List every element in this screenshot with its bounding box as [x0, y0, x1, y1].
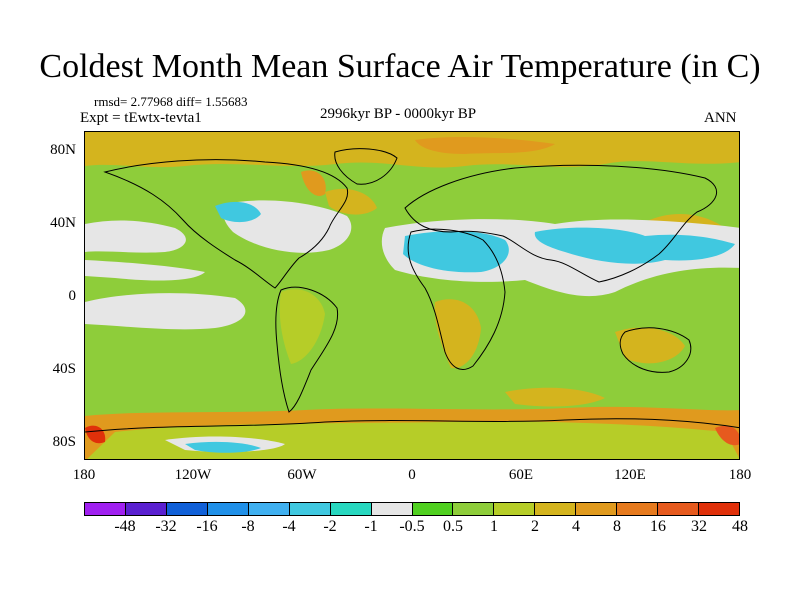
map-canvas — [85, 132, 739, 459]
australia-warm — [615, 327, 685, 364]
colorbar-swatch-5 — [289, 503, 331, 515]
colorbar-swatch-13 — [617, 503, 659, 515]
colorbar-swatch-8 — [412, 503, 454, 515]
colorbar-label-5: -2 — [323, 518, 337, 535]
coast-eurasia — [404, 164, 718, 283]
arctic-warm-region — [85, 132, 739, 168]
south-america-warm — [279, 289, 325, 364]
time-period-label: 2996kyr BP - 0000kyr BP — [320, 106, 477, 122]
south-pacific-warm — [505, 387, 605, 407]
africa-warm — [434, 299, 481, 369]
coast-antarctica — [85, 418, 739, 433]
coast-australia — [619, 327, 692, 373]
colorbar-label-14: 32 — [691, 518, 707, 535]
sahara-cyan-region — [403, 231, 509, 273]
colorbar — [84, 502, 740, 516]
lon-label-120e: 120E — [614, 467, 646, 483]
equatorial-pacific-cool — [85, 293, 246, 330]
colorbar-swatch-10 — [494, 503, 536, 515]
colorbar-label-1: -32 — [155, 518, 177, 535]
mid-atlantic-warm — [325, 188, 377, 215]
colorbar-swatch-14 — [658, 503, 700, 515]
lon-label-60w: 60W — [287, 467, 317, 483]
colorbar-swatch-3 — [207, 503, 249, 515]
lon-label-0: 0 — [408, 467, 416, 483]
colorbar-label-8: 0.5 — [443, 518, 463, 535]
coast-south-america — [275, 286, 339, 413]
colorbar-swatch-11 — [535, 503, 577, 515]
lat-label-80n: 80N — [50, 142, 76, 158]
colorbar-swatch-15 — [699, 503, 739, 515]
coast-greenland — [334, 148, 398, 185]
coast-africa — [407, 228, 506, 370]
colorbar-label-11: 4 — [572, 518, 580, 535]
colorbar-label-2: -16 — [196, 518, 218, 535]
siberia-warm-patch — [415, 137, 555, 154]
colorbar-label-15: 48 — [732, 518, 748, 535]
colorbar-label-0: -48 — [114, 518, 136, 535]
colorbar-label-3: -8 — [241, 518, 255, 535]
baffin-warm-patch — [301, 170, 326, 196]
colorbar-label-9: 1 — [490, 518, 498, 535]
colorbar-swatch-6 — [330, 503, 372, 515]
experiment-label: Expt = tEwtx-tevta1 — [80, 110, 202, 126]
colorbar-swatch-1 — [125, 503, 167, 515]
lon-label-120w: 120W — [174, 467, 212, 483]
antarctic-red-spot-west — [85, 425, 106, 444]
arctic-cyan-patch — [215, 201, 261, 223]
colorbar-label-6: -1 — [364, 518, 378, 535]
colorbar-swatch-7 — [371, 503, 413, 515]
colorbar-label-7: -0.5 — [399, 518, 425, 535]
lon-label-180e: 180 — [728, 467, 752, 483]
colorbar-swatch-12 — [576, 503, 618, 515]
antarctic-red-spot-east — [715, 425, 739, 446]
colorbar-swatch-0 — [85, 503, 126, 515]
lat-label-40s: 40S — [52, 361, 76, 377]
asia-cyan-region — [534, 227, 735, 264]
lat-label-80s: 80S — [52, 434, 76, 450]
colorbar-swatch-2 — [166, 503, 208, 515]
lat-label-0: 0 — [68, 288, 77, 304]
north-pacific-cool-band — [85, 220, 186, 253]
season-label: ANN — [704, 110, 737, 126]
colorbar-label-13: 16 — [650, 518, 666, 535]
rmsd-diff-stats: rmsd= 2.77968 diff= 1.55683 — [94, 94, 248, 109]
plot-title: Coldest Month Mean Surface Air Temperatu… — [39, 48, 761, 85]
coastlines — [85, 148, 739, 433]
ross-sea-cyan-patch — [185, 441, 261, 453]
coast-north-america — [103, 159, 349, 289]
temperature-map — [84, 131, 740, 460]
colorbar-label-10: 2 — [531, 518, 539, 535]
colorbar-swatch-4 — [248, 503, 290, 515]
lon-label-180w: 180 — [72, 467, 96, 483]
lon-label-60e: 60E — [508, 467, 534, 483]
subtropical-atlantic-cool — [85, 260, 205, 281]
colorbar-label-12: 8 — [613, 518, 621, 535]
colorbar-label-4: -4 — [282, 518, 296, 535]
colorbar-swatch-9 — [453, 503, 495, 515]
lat-label-40n: 40N — [50, 215, 76, 231]
